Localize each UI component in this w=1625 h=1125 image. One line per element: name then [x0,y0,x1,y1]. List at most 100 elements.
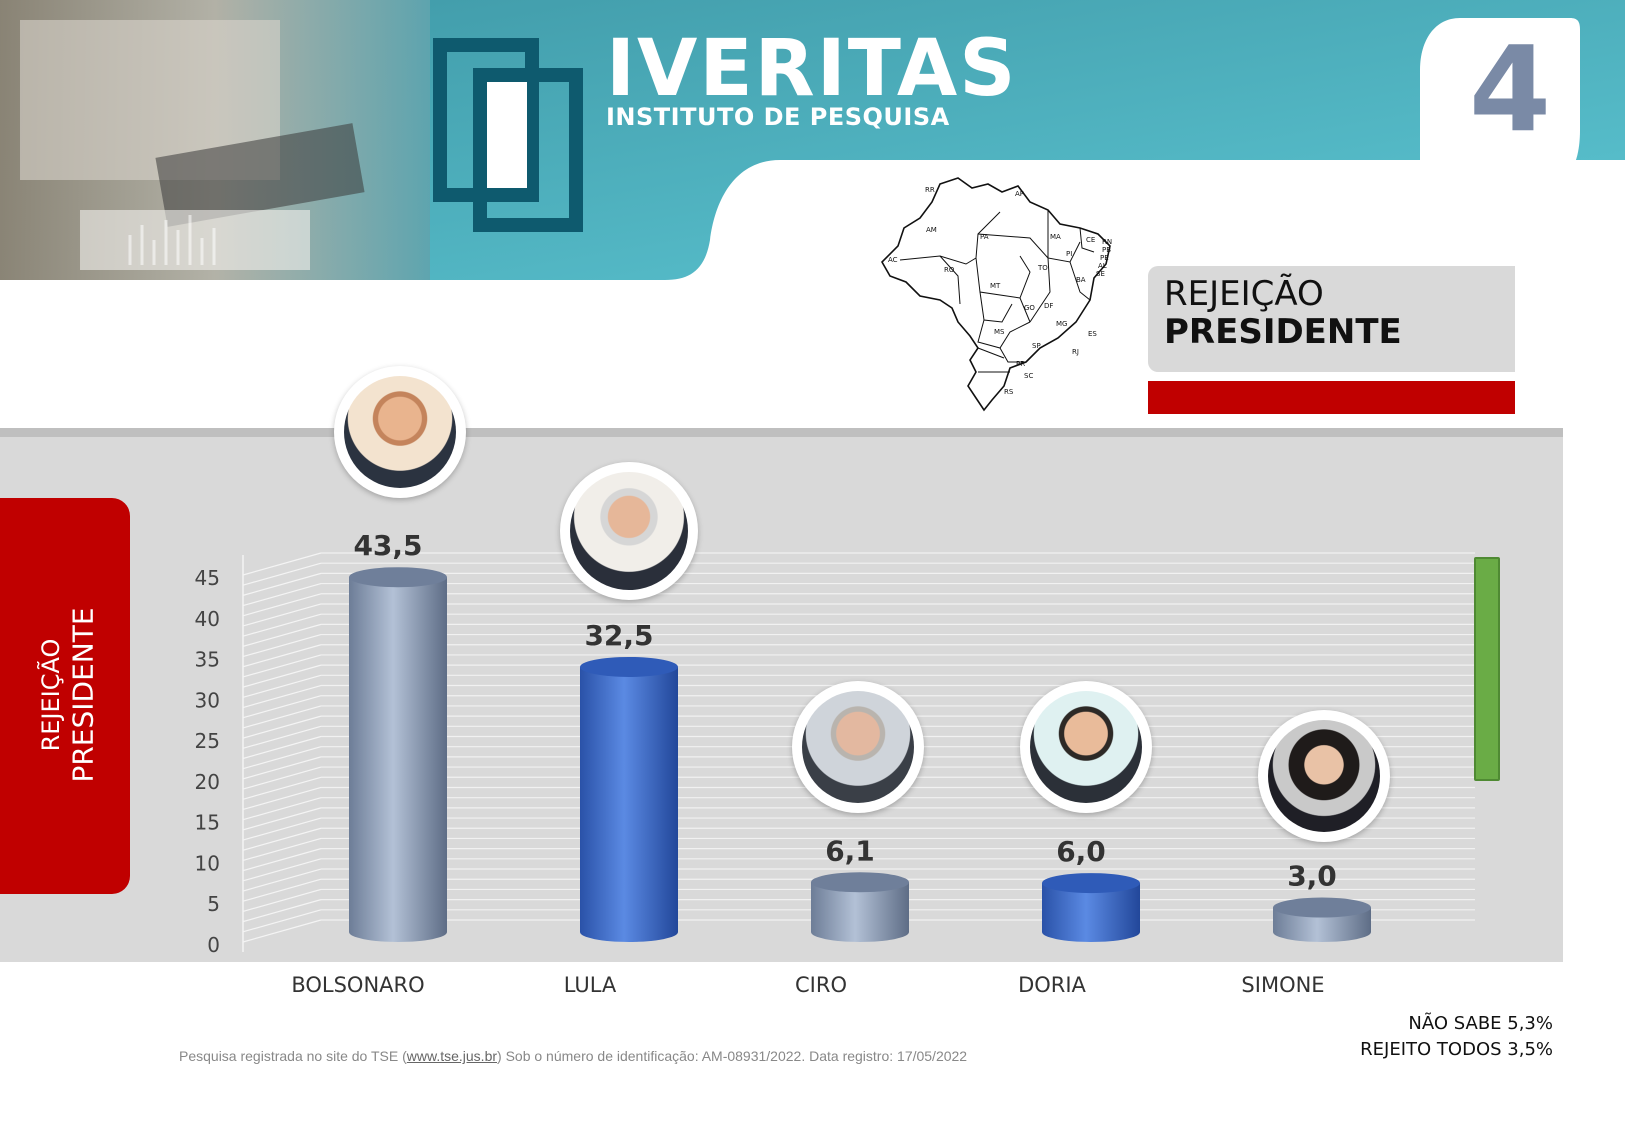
grid-line-diagonal [242,817,322,841]
footnote-before: Pesquisa registrada no site do TSE ( [179,1048,407,1064]
data-label: 43,5 [353,529,422,562]
grid-line-diagonal [242,807,322,831]
bar-top [1042,873,1140,894]
grid-line-diagonal [242,919,322,943]
tse-link[interactable]: www.tse.jus.br [406,1048,498,1064]
candidate-photo-doria [1020,681,1152,813]
y-tick-label: 35 [195,648,220,672]
rejeito-todos-text: REJEITO TODOS 3,5% [1360,1039,1553,1060]
y-tick-label: 0 [207,933,220,957]
map-state-label: CE [1086,236,1095,244]
data-label: 6,1 [825,834,875,867]
grid-line-diagonal [242,603,322,627]
bar-body [1042,883,1140,942]
brazil-map-icon: RR AP AM PA MA CE RN PB PE PI AL SE AC R… [881,177,1112,412]
y-tick-label: 40 [195,607,220,631]
map-state-label: TO [1037,264,1048,272]
grid-line-diagonal [242,695,322,719]
bar-top [811,872,909,893]
bar-body [811,882,909,942]
y-tick-label: 25 [195,729,220,753]
bar-lula [580,656,678,942]
category-label: BOLSONARO [291,973,425,997]
map-state-label: SE [1096,270,1105,278]
grid-line-diagonal [242,786,322,811]
grid-line-diagonal [242,746,322,770]
map-state-label: SP [1032,342,1041,350]
candidate-photo-ciro [792,681,924,813]
grid-line-diagonal [242,837,322,862]
grid-line-diagonal [242,766,322,790]
bar-ciro [811,872,909,942]
grid-line-diagonal [242,572,322,596]
bar-bolsonaro [349,567,447,942]
grid-line-diagonal [242,593,322,617]
bar-body [580,666,678,942]
grid-line-diagonal [242,797,322,821]
grid-line-diagonal [242,552,322,576]
grid-line-diagonal [242,848,322,872]
grid-line-diagonal [242,899,322,923]
map-state-label: BA [1076,276,1086,284]
bar-doria [1042,873,1140,942]
grid-line-diagonal [242,756,322,780]
bar-simone [1273,897,1371,942]
data-label: 32,5 [584,619,653,652]
map-state-label: PA [980,233,989,241]
title-line-2: PRESIDENTE [1164,312,1402,352]
grid-line-diagonal [242,909,322,933]
map-state-label: RJ [1072,348,1079,356]
grid-line-diagonal [242,674,322,698]
map-state-label: ES [1088,330,1097,338]
grid-line-diagonal [242,776,322,800]
grid-line-diagonal [242,705,322,729]
grid-line-diagonal [242,827,322,851]
footnote-after: ) Sob o número de identificação: AM-0893… [497,1048,968,1064]
grid-line-diagonal [242,858,322,882]
title-line-1: REJEIÇÃO [1164,274,1324,314]
footnote: Pesquisa registrada no site do TSE (www.… [179,1048,967,1064]
map-state-label: RS [1004,388,1014,396]
logo-subtitle: INSTITUTO DE PESQUISA [606,103,950,131]
side-label-box [0,498,130,894]
title-accent-bar [1148,381,1515,414]
grid-line-diagonal [242,623,322,647]
map-state-label: AC [888,256,898,264]
map-state-label: PB [1102,246,1111,254]
candidate-photo-lula [560,462,698,600]
chart-panel [0,428,1563,962]
category-label: LULA [563,973,617,997]
map-state-label: DF [1044,302,1053,310]
grid-line-diagonal [242,888,322,912]
map-state-label: PR [1016,360,1025,368]
grid-line-diagonal [242,725,322,749]
grid-line-diagonal [242,868,322,892]
map-state-label: PE [1100,254,1109,262]
grid-line-diagonal [242,735,322,760]
grid-line-diagonal [242,684,322,709]
undecided-indicator-bar [1474,557,1500,781]
candidate-photo-simone [1258,710,1390,842]
category-label: DORIA [1018,973,1086,997]
map-state-label: GO [1024,304,1035,312]
data-label: 3,0 [1287,860,1337,893]
data-label: 6,0 [1056,835,1106,868]
map-state-label: MS [994,328,1005,336]
y-tick-label: 15 [195,811,220,835]
grid-line-diagonal [242,583,322,607]
grid-line-diagonal [242,562,322,586]
map-state-label: PI [1066,250,1072,258]
y-tick-label: 45 [195,566,220,590]
bar-top [1273,897,1371,918]
candidate-photo-bolsonaro [334,366,466,498]
map-state-label: RR [925,186,935,194]
map-state-label: RN [1102,238,1112,246]
map-state-label: RO [944,266,955,274]
grid-line-diagonal [242,613,322,637]
category-label: CIRO [795,973,847,997]
map-state-label: MG [1056,320,1067,328]
grid-line-diagonal [242,878,322,902]
grid-line-diagonal [242,644,322,668]
y-tick-label: 30 [195,688,220,712]
page-number: 4 [1468,20,1552,158]
